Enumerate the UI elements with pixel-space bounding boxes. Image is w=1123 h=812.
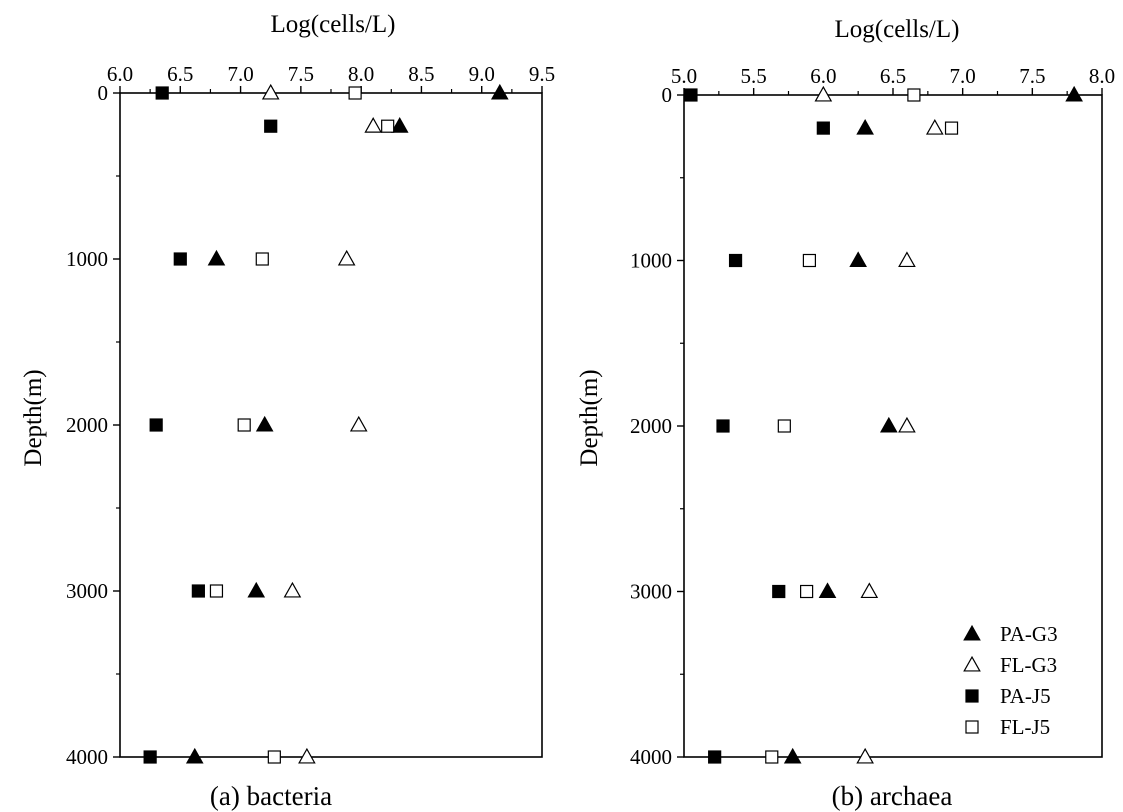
y-axis-label-a: Depth(m) bbox=[20, 369, 47, 466]
x-tick-label-b: 6.5 bbox=[880, 64, 906, 88]
point-fl-g3-b bbox=[925, 118, 944, 135]
legend-marker-pa-g3 bbox=[963, 624, 981, 641]
x-axis-label-b: Log(cells/L) bbox=[835, 16, 960, 43]
point-pa-j5-a bbox=[155, 86, 169, 100]
y-tick-label-a: 2000 bbox=[66, 413, 108, 437]
x-tick-label-b: 8.0 bbox=[1089, 64, 1115, 88]
point-fl-j5-b bbox=[777, 419, 791, 433]
point-fl-j5-b bbox=[802, 253, 817, 268]
y-tick-label-a: 3000 bbox=[66, 579, 108, 603]
panel-caption-b: (b) archaea bbox=[832, 781, 953, 811]
point-fl-j5-a bbox=[255, 252, 269, 266]
point-pa-j5-a bbox=[264, 119, 278, 133]
y-tick-label-b: 4000 bbox=[630, 745, 672, 769]
point-pa-g3-b bbox=[783, 747, 802, 764]
x-tick-label-b: 6.0 bbox=[810, 64, 836, 88]
plot-frame-a bbox=[119, 92, 543, 758]
y-tick-label-b: 3000 bbox=[630, 580, 672, 604]
point-pa-j5-a bbox=[191, 584, 205, 598]
point-pa-j5-a bbox=[173, 252, 187, 266]
point-pa-g3-a bbox=[390, 117, 409, 133]
point-pa-g3-a bbox=[490, 83, 509, 100]
y-tick-label-a: 1000 bbox=[66, 247, 108, 271]
point-pa-g3-b bbox=[818, 582, 837, 599]
legend-label-fl-j5: FL-J5 bbox=[1000, 715, 1050, 739]
y-tick-label-a: 4000 bbox=[66, 745, 108, 769]
point-fl-g3-a bbox=[261, 83, 280, 100]
legend-label-pa-j5: PA-J5 bbox=[1000, 684, 1051, 708]
x-tick-label-a: 9.0 bbox=[469, 62, 495, 86]
point-pa-g3-a bbox=[185, 747, 204, 764]
point-fl-j5-b bbox=[765, 750, 779, 764]
x-tick-label-a: 7.5 bbox=[288, 62, 314, 86]
point-fl-j5-a bbox=[209, 584, 224, 598]
point-fl-j5-a bbox=[237, 418, 251, 432]
x-tick-label-a: 8.5 bbox=[408, 62, 434, 86]
x-tick-label-b: 5.0 bbox=[671, 64, 697, 88]
point-fl-g3-b bbox=[898, 251, 916, 268]
point-pa-j5-b bbox=[772, 584, 786, 599]
panel-bacteria: Log(cells/L) Depth(m) (a) bacteria 6.0 6.… bbox=[20, 11, 555, 811]
panel-archaea: Log(cells/L) Depth(m) (b) archaea 5.0 5.5… bbox=[576, 16, 1115, 811]
x-tick-label-a: 9.5 bbox=[529, 62, 555, 86]
point-pa-g3-b bbox=[849, 251, 867, 268]
point-fl-g3-b bbox=[860, 582, 879, 599]
y-axis-label-b: Depth(m) bbox=[576, 369, 603, 466]
legend-label-fl-g3: FL-G3 bbox=[1000, 653, 1057, 677]
y-tick-label-b: 0 bbox=[662, 83, 673, 107]
point-fl-j5-b bbox=[800, 584, 814, 599]
point-pa-g3-a bbox=[247, 581, 266, 598]
point-pa-g3-a bbox=[255, 415, 274, 432]
point-fl-g3-a bbox=[283, 581, 302, 598]
point-fl-j5-b bbox=[944, 121, 959, 135]
point-pa-g3-a bbox=[207, 249, 226, 266]
legend-marker-pa-j5 bbox=[965, 689, 979, 703]
point-fl-j5-a bbox=[267, 750, 281, 764]
legend-marker-fl-j5 bbox=[965, 720, 979, 734]
point-pa-g3-b bbox=[879, 416, 898, 433]
point-pa-j5-b bbox=[716, 419, 730, 433]
x-tick-label-b: 7.5 bbox=[1019, 64, 1045, 88]
x-tick-label-b: 5.5 bbox=[741, 64, 767, 88]
point-fl-j5-b bbox=[907, 88, 921, 102]
x-tick-label-b: 7.0 bbox=[950, 64, 976, 88]
point-fl-g3-a bbox=[349, 415, 368, 432]
x-tick-label-a: 7.0 bbox=[227, 62, 253, 86]
point-fl-g3-a bbox=[337, 249, 356, 266]
point-fl-g3-b bbox=[814, 85, 833, 102]
legend-label-pa-g3: PA-G3 bbox=[1000, 622, 1058, 646]
point-pa-j5-a bbox=[149, 418, 163, 432]
x-axis-label-a: Log(cells/L) bbox=[271, 11, 396, 38]
x-tick-label-a: 8.0 bbox=[348, 62, 374, 86]
point-pa-j5-b bbox=[816, 121, 830, 135]
y-tick-label-b: 2000 bbox=[630, 414, 672, 438]
panel-caption-a: (a) bacteria bbox=[210, 781, 332, 811]
x-tick-label-a: 6.0 bbox=[107, 62, 133, 86]
y-tick-label-a: 0 bbox=[98, 81, 109, 105]
point-fl-g3-b bbox=[898, 416, 916, 433]
point-pa-j5-a bbox=[143, 750, 157, 764]
point-pa-j5-b bbox=[728, 253, 743, 268]
point-pa-j5-b bbox=[684, 88, 698, 102]
point-pa-g3-b bbox=[856, 118, 874, 135]
legend-marker-fl-g3 bbox=[963, 655, 981, 672]
point-fl-g3-a bbox=[298, 747, 316, 764]
point-pa-j5-b bbox=[708, 750, 722, 764]
point-fl-g3-b bbox=[856, 747, 874, 764]
point-fl-j5-a bbox=[348, 86, 362, 100]
y-tick-label-b: 1000 bbox=[630, 249, 672, 273]
point-fl-g3-a bbox=[364, 117, 383, 133]
point-fl-j5-a bbox=[381, 119, 395, 133]
x-tick-label-a: 6.5 bbox=[167, 62, 193, 86]
point-pa-g3-b bbox=[1065, 85, 1083, 102]
